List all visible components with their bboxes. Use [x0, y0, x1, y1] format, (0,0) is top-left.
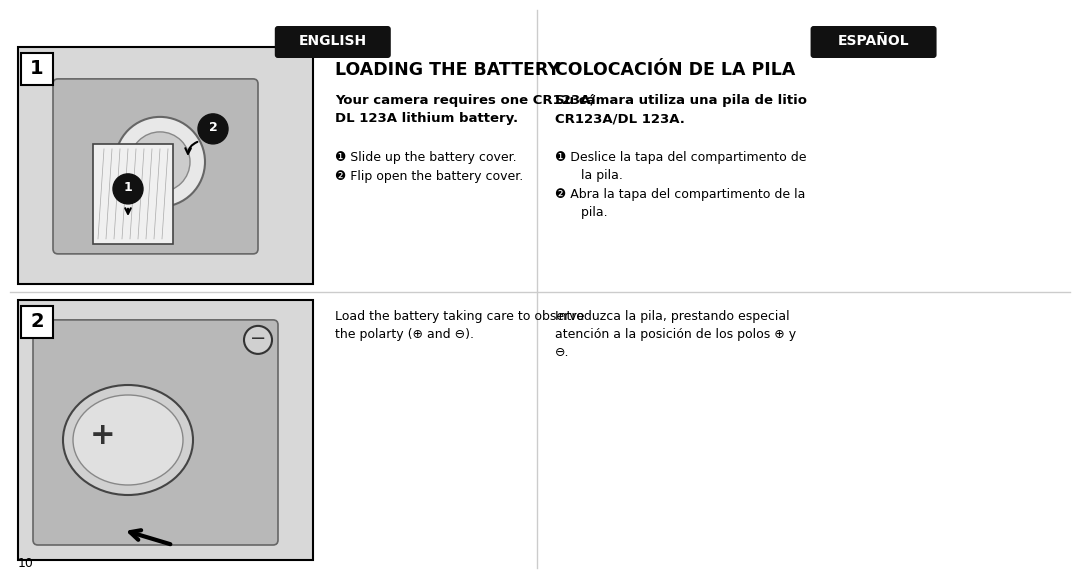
Text: atención a la posición de los polos ⊕ y: atención a la posición de los polos ⊕ y	[555, 328, 796, 341]
Ellipse shape	[63, 385, 193, 495]
Text: LOADING THE BATTERY: LOADING THE BATTERY	[335, 61, 559, 79]
FancyBboxPatch shape	[33, 320, 278, 545]
Text: la pila.: la pila.	[569, 169, 623, 182]
Text: Your camera requires one CR123A/: Your camera requires one CR123A/	[335, 94, 595, 107]
Text: ❷ Abra la tapa del compartimento de la: ❷ Abra la tapa del compartimento de la	[555, 188, 805, 201]
Text: the polarty (⊕ and ⊖).: the polarty (⊕ and ⊖).	[335, 328, 474, 341]
Text: ❶ Deslice la tapa del compartimento de: ❶ Deslice la tapa del compartimento de	[555, 151, 807, 164]
FancyBboxPatch shape	[274, 26, 391, 58]
Text: pila.: pila.	[569, 206, 607, 219]
Text: Load the battery taking care to observe: Load the battery taking care to observe	[335, 310, 584, 323]
FancyBboxPatch shape	[93, 144, 173, 244]
Text: ENGLISH: ENGLISH	[299, 34, 367, 48]
Text: ❷ Flip open the battery cover.: ❷ Flip open the battery cover.	[335, 170, 523, 183]
Text: DL 123A lithium battery.: DL 123A lithium battery.	[335, 112, 518, 125]
FancyBboxPatch shape	[21, 306, 53, 338]
Text: +: +	[91, 421, 116, 450]
FancyBboxPatch shape	[53, 79, 258, 254]
Circle shape	[244, 326, 272, 354]
FancyBboxPatch shape	[811, 26, 936, 58]
Text: ESPAÑOL: ESPAÑOL	[838, 34, 909, 48]
Circle shape	[130, 132, 190, 192]
Text: Introduzca la pila, prestando especial: Introduzca la pila, prestando especial	[555, 310, 789, 323]
Text: ⊖.: ⊖.	[555, 346, 569, 359]
Text: COLOCACIÓN DE LA PILA: COLOCACIÓN DE LA PILA	[555, 61, 795, 79]
Circle shape	[198, 114, 228, 144]
Text: −: −	[249, 329, 266, 349]
Text: 2: 2	[208, 121, 217, 135]
Ellipse shape	[73, 395, 183, 485]
Text: 1: 1	[30, 60, 44, 79]
Text: 1: 1	[123, 181, 133, 194]
Text: 2: 2	[30, 312, 44, 331]
Circle shape	[113, 174, 143, 204]
Circle shape	[114, 117, 205, 207]
FancyBboxPatch shape	[18, 300, 313, 560]
FancyBboxPatch shape	[21, 53, 53, 85]
Text: CR123A/DL 123A.: CR123A/DL 123A.	[555, 112, 685, 125]
Text: ❶ Slide up the battery cover.: ❶ Slide up the battery cover.	[335, 151, 516, 164]
FancyBboxPatch shape	[18, 47, 313, 284]
Text: 10: 10	[18, 557, 33, 570]
Text: Su cámara utiliza una pila de litio: Su cámara utiliza una pila de litio	[555, 94, 807, 107]
